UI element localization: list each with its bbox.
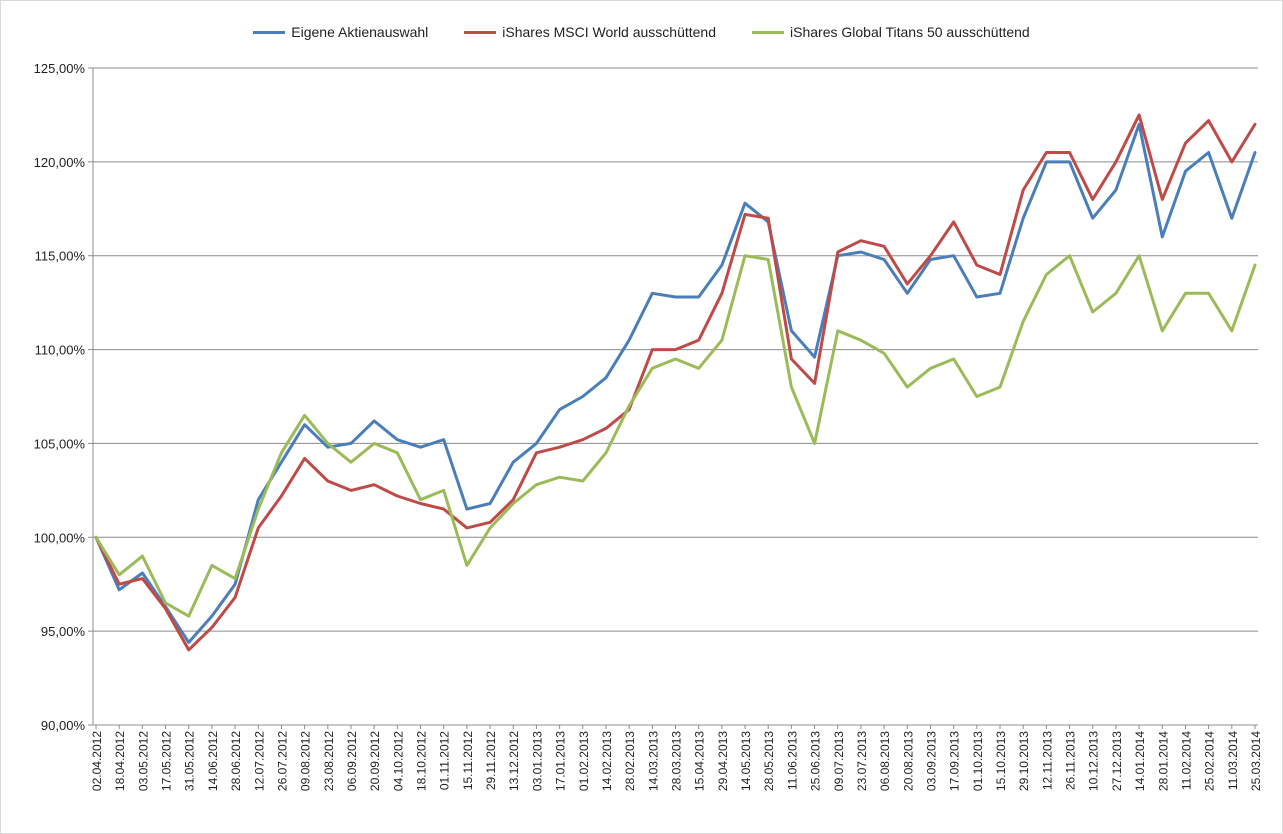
x-tick-label: 20.09.2012 — [368, 731, 382, 791]
x-tick-label: 15.10.2013 — [994, 731, 1008, 791]
x-tick-label: 23.08.2012 — [322, 731, 336, 791]
series-line-1 — [94, 113, 1257, 652]
y-tick-label: 105,00% — [34, 436, 86, 451]
x-tick-label: 18.10.2012 — [415, 731, 429, 791]
series-line-2 — [94, 254, 1257, 618]
x-tick-label: 15.11.2012 — [461, 731, 475, 790]
x-tick-label: 01.02.2013 — [577, 731, 591, 791]
x-tick-label: 23.07.2013 — [855, 731, 869, 791]
x-tick-label: 02.04.2012 — [90, 731, 104, 791]
x-tick-label: 01.10.2013 — [971, 731, 985, 791]
legend-label-eigene: Eigene Aktienauswahl — [291, 24, 429, 40]
y-tick-label: 125,00% — [34, 61, 86, 76]
x-tick-label: 14.03.2013 — [646, 731, 660, 791]
x-tick-label: 28.01.2014 — [1156, 731, 1170, 791]
x-tick-label: 11.06.2013 — [785, 731, 799, 790]
x-tick-label: 03.05.2012 — [136, 731, 150, 791]
series-lines — [94, 113, 1257, 652]
x-tick-label: 09.07.2013 — [832, 731, 846, 791]
x-tick-label: 12.11.2013 — [1040, 731, 1054, 790]
x-tick-label: 12.07.2012 — [252, 731, 266, 791]
legend: Eigene Aktienauswahl iShares MSCI World … — [0, 24, 1283, 40]
x-tick-label: 17.09.2013 — [948, 731, 962, 791]
x-tick-label: 27.12.2013 — [1110, 731, 1124, 791]
x-tick-label: 25.02.2014 — [1203, 731, 1217, 791]
x-tick-label: 06.08.2013 — [878, 731, 892, 791]
legend-swatch-eigene — [253, 30, 286, 34]
series-line-0 — [94, 122, 1257, 644]
x-tick-label: 10.12.2013 — [1087, 731, 1101, 791]
x-tick-label: 31.05.2012 — [183, 731, 197, 791]
x-tick-label: 04.10.2012 — [391, 731, 405, 791]
y-tick-label: 115,00% — [35, 249, 86, 264]
x-tick-label: 28.02.2013 — [623, 731, 637, 791]
x-tick-label: 15.04.2013 — [693, 731, 707, 791]
y-tick-label: 110,00% — [35, 343, 86, 358]
y-tick-label: 90,00% — [41, 718, 86, 733]
x-tick-label: 20.08.2013 — [901, 731, 915, 791]
y-tick-label: 120,00% — [34, 155, 86, 170]
x-tick-label: 14.01.2014 — [1133, 731, 1147, 791]
x-tick-label: 29.04.2013 — [716, 731, 730, 791]
y-tick-label: 95,00% — [41, 624, 86, 639]
gridlines — [93, 67, 1258, 726]
x-tick-label: 11.02.2014 — [1179, 731, 1193, 790]
x-tick-label: 11.03.2014 — [1226, 731, 1240, 790]
x-tick-label: 26.11.2013 — [1064, 731, 1078, 790]
x-tick-label: 09.08.2012 — [299, 731, 313, 791]
x-tick-label: 28.06.2012 — [229, 731, 243, 791]
x-tick-label: 17.01.2013 — [554, 731, 568, 791]
legend-item-msci-world: iShares MSCI World ausschüttend — [464, 24, 716, 40]
x-tick-label: 18.04.2012 — [113, 731, 127, 791]
legend-item-global-titans: iShares Global Titans 50 ausschüttend — [752, 24, 1030, 40]
x-axis: 02.04.2012 18.04.2012 03.05.2012 17.05.2012… — [90, 724, 1263, 791]
x-tick-label: 28.03.2013 — [670, 731, 684, 791]
x-tick-label: 26.07.2012 — [275, 731, 289, 791]
x-tick-label: 29.10.2013 — [1017, 731, 1031, 791]
x-tick-label: 03.09.2013 — [924, 731, 938, 791]
x-tick-label: 14.02.2013 — [600, 731, 614, 791]
x-tick-label: 29.11.2012 — [484, 731, 498, 790]
y-tick-label: 100,00% — [34, 530, 86, 545]
x-tick-label: 14.05.2013 — [739, 731, 753, 791]
x-tick-label: 28.05.2013 — [762, 731, 776, 791]
x-tick-label: 17.05.2012 — [160, 731, 174, 791]
x-tick-label: 06.09.2012 — [345, 731, 359, 791]
legend-label-msci-world: iShares MSCI World ausschüttend — [502, 24, 717, 40]
legend-label-global-titans: iShares Global Titans 50 ausschüttend — [790, 24, 1030, 40]
x-tick-label: 14.06.2012 — [206, 731, 220, 791]
legend-swatch-msci-world — [464, 30, 497, 34]
y-axis: 90,00% 95,00% 100,00% 105,00% 110,00% 115,00%… — [34, 61, 94, 733]
x-tick-label: 03.01.2013 — [530, 731, 544, 791]
x-tick-label: 01.11.2012 — [438, 731, 452, 790]
legend-swatch-global-titans — [752, 30, 785, 34]
x-tick-label: 13.12.2012 — [507, 731, 521, 791]
x-tick-label: 25.03.2014 — [1249, 731, 1263, 791]
legend-item-eigene: Eigene Aktienauswahl — [253, 24, 428, 40]
x-tick-label: 25.06.2013 — [809, 731, 823, 791]
